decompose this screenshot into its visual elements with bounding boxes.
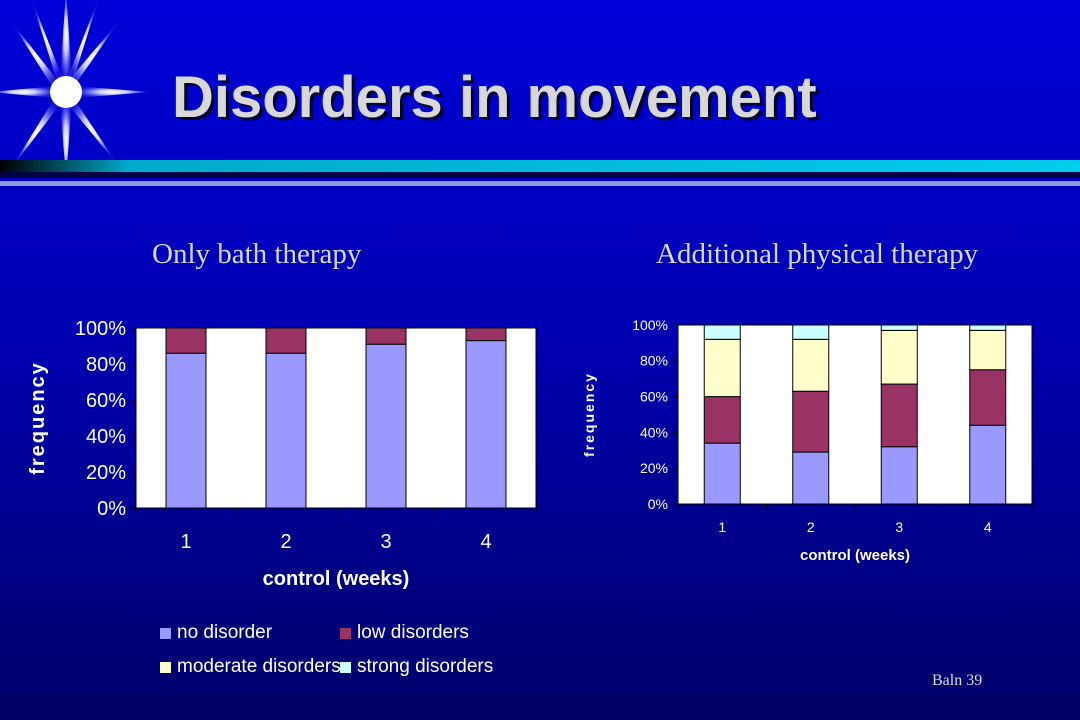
- legend-item: strong disorders: [340, 656, 493, 678]
- legend-swatch: [160, 661, 171, 673]
- x-axis-label: control (weeks): [800, 547, 910, 564]
- y-tick-label: 0%: [648, 496, 668, 512]
- legend-item: no disorder: [160, 622, 272, 644]
- y-axis-label: frequency: [581, 372, 597, 457]
- bar-segment: [703, 396, 741, 444]
- plot-border: [677, 324, 1033, 505]
- y-tick-label: 60%: [86, 390, 126, 412]
- y-tick-label: 60%: [640, 389, 668, 405]
- x-tick-label: 1: [180, 531, 191, 553]
- y-tick-label: 20%: [640, 460, 668, 476]
- bar-segment: [969, 369, 1007, 426]
- legend-swatch: [340, 627, 351, 639]
- y-tick-label: 80%: [640, 353, 668, 369]
- bar-segment: [969, 424, 1007, 505]
- bar-segment: [880, 383, 918, 448]
- y-tick-label: 20%: [86, 462, 126, 484]
- x-tick-label: 4: [480, 531, 491, 553]
- x-tick-label: 4: [984, 519, 992, 535]
- slide-footer: Baln 39: [932, 672, 983, 689]
- legend-label: low disorders: [357, 622, 469, 643]
- y-tick-label: 100%: [632, 317, 668, 333]
- x-tick-label: 2: [280, 531, 291, 553]
- x-axis-label: control (weeks): [263, 568, 410, 590]
- x-tick-label: 2: [807, 519, 815, 535]
- legend-label: strong disorders: [357, 656, 494, 677]
- legend-item: moderate disorders: [160, 656, 341, 678]
- bar-segment: [792, 338, 830, 392]
- y-tick-label: 0%: [97, 498, 126, 520]
- x-tick-label: 3: [895, 519, 903, 535]
- bar-segment: [792, 390, 830, 453]
- bar-segment: [365, 343, 407, 509]
- legend-swatch: [160, 627, 171, 639]
- bar-segment: [703, 324, 741, 340]
- y-tick-label: 40%: [640, 424, 668, 440]
- plot-border: [135, 327, 537, 509]
- legend-label: no disorder: [177, 622, 273, 643]
- starburst-decoration: [0, 0, 150, 180]
- y-tick-label: 40%: [86, 426, 126, 448]
- slide-title: Disorders in movement: [172, 65, 817, 130]
- y-tick-label: 100%: [75, 318, 126, 340]
- legend-item: low disorders: [340, 622, 469, 644]
- x-tick-label: 3: [380, 531, 391, 553]
- bar-segment: [880, 329, 918, 385]
- bar-segment: [703, 442, 741, 505]
- legend-label: moderate disorders: [177, 656, 341, 677]
- bar-segment: [792, 451, 830, 505]
- x-tick-label: 1: [718, 519, 726, 535]
- y-tick-label: 80%: [86, 354, 126, 376]
- legend-swatch: [340, 661, 351, 673]
- title-underline-stripe: [0, 160, 1080, 186]
- bar-segment: [969, 324, 1007, 331]
- bar-segment: [969, 329, 1007, 371]
- bar-segment: [165, 327, 207, 354]
- bar-segment: [792, 324, 830, 340]
- bar-segment: [165, 352, 207, 509]
- bar-segment: [703, 338, 741, 398]
- subtitle-left: Only bath therapy: [152, 238, 362, 270]
- subtitle-right: Additional physical therapy: [656, 238, 979, 270]
- bar-segment: [880, 324, 918, 331]
- bar-segment: [880, 446, 918, 505]
- y-axis-label: frequency: [27, 361, 49, 475]
